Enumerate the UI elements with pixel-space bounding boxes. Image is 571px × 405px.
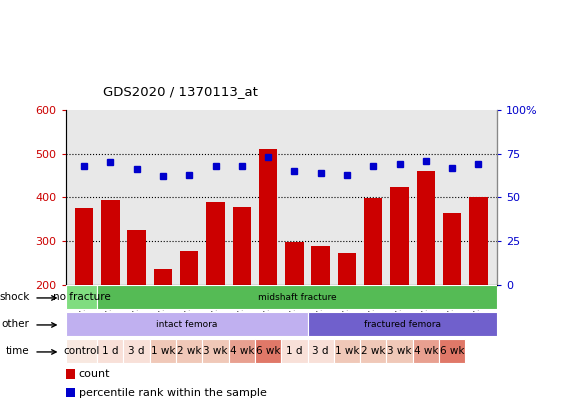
Bar xyxy=(66,369,75,379)
Text: fractured femora: fractured femora xyxy=(364,320,441,329)
Bar xyxy=(417,171,435,285)
Bar xyxy=(413,339,439,363)
Bar xyxy=(101,200,119,285)
Text: 6 wk: 6 wk xyxy=(440,346,464,356)
Text: 2 wk: 2 wk xyxy=(177,346,202,356)
Bar xyxy=(176,339,202,363)
Bar xyxy=(180,251,198,285)
Bar xyxy=(308,339,334,363)
Bar xyxy=(364,198,383,285)
Bar xyxy=(391,187,409,285)
Bar xyxy=(66,388,75,397)
Text: 3 d: 3 d xyxy=(128,346,145,356)
Bar xyxy=(228,339,255,363)
Bar xyxy=(202,339,228,363)
Text: GDS2020 / 1370113_at: GDS2020 / 1370113_at xyxy=(103,85,258,98)
Text: time: time xyxy=(6,346,30,356)
Bar xyxy=(66,312,308,337)
Text: 1 d: 1 d xyxy=(102,346,119,356)
Bar xyxy=(334,339,360,363)
Bar xyxy=(285,242,304,285)
Bar xyxy=(127,230,146,285)
Text: 3 wk: 3 wk xyxy=(387,346,412,356)
Bar xyxy=(66,286,97,309)
Bar xyxy=(123,339,150,363)
Text: 4 wk: 4 wk xyxy=(413,346,438,356)
Bar xyxy=(439,339,465,363)
Text: 1 d: 1 d xyxy=(286,346,303,356)
Text: no fracture: no fracture xyxy=(53,292,110,303)
Text: 1 wk: 1 wk xyxy=(151,346,175,356)
Bar xyxy=(232,207,251,285)
Text: 4 wk: 4 wk xyxy=(230,346,254,356)
Bar xyxy=(311,245,330,285)
Bar xyxy=(469,198,488,285)
Bar xyxy=(360,339,387,363)
Bar xyxy=(206,202,225,285)
Bar xyxy=(259,149,278,285)
Text: intact femora: intact femora xyxy=(156,320,218,329)
Text: 3 wk: 3 wk xyxy=(203,346,228,356)
Bar xyxy=(387,339,413,363)
Bar xyxy=(281,339,308,363)
Bar xyxy=(75,209,93,285)
Bar xyxy=(443,213,461,285)
Text: midshaft fracture: midshaft fracture xyxy=(258,293,336,302)
Text: other: other xyxy=(2,319,30,329)
Text: count: count xyxy=(79,369,110,379)
Text: 3 d: 3 d xyxy=(312,346,329,356)
Bar xyxy=(308,312,497,337)
Text: shock: shock xyxy=(0,292,30,302)
Bar xyxy=(154,269,172,285)
Text: percentile rank within the sample: percentile rank within the sample xyxy=(79,388,267,398)
Bar xyxy=(255,339,282,363)
Text: 6 wk: 6 wk xyxy=(256,346,280,356)
Text: 2 wk: 2 wk xyxy=(361,346,385,356)
Bar xyxy=(97,339,123,363)
Bar xyxy=(66,339,97,363)
Bar xyxy=(150,339,176,363)
Text: control: control xyxy=(63,346,99,356)
Text: 1 wk: 1 wk xyxy=(335,346,359,356)
Bar xyxy=(337,254,356,285)
